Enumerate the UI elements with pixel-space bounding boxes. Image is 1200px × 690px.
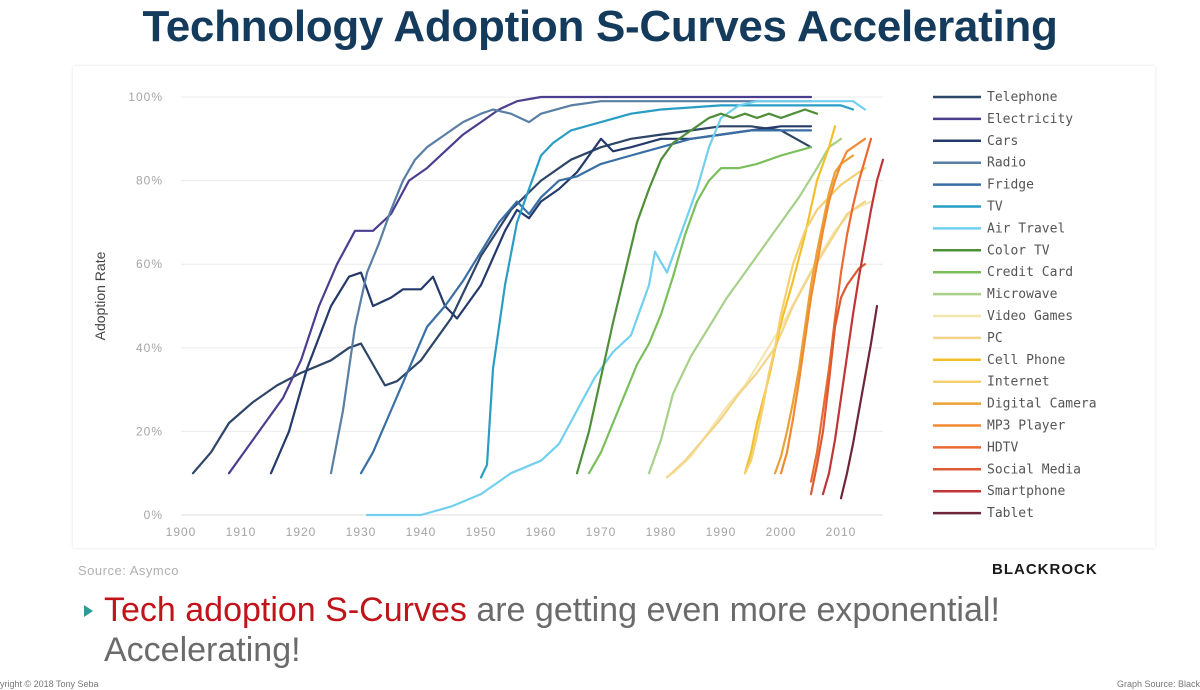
slide-title: Technology Adoption S-Curves Acceleratin… xyxy=(142,2,1058,51)
series-line-microwave xyxy=(647,137,843,475)
series-lines xyxy=(191,95,885,517)
subtitle-rest: are getting even more exponential! Accel… xyxy=(104,591,1000,669)
legend-label: Cars xyxy=(987,134,1018,149)
graph-source-note: Graph Source: Black xyxy=(1116,679,1200,689)
series-line-hdtv xyxy=(809,137,873,483)
series-line-credit-card xyxy=(587,146,813,475)
series-line-color-tv xyxy=(575,108,819,475)
slide-subtitle: Tech adoption S-Curves are getting even … xyxy=(104,590,1164,670)
legend-label: Credit Card xyxy=(987,265,1073,280)
series-line-internet xyxy=(743,167,867,475)
x-tick-label: 1910 xyxy=(226,525,257,539)
y-tick-label: 80% xyxy=(136,174,163,188)
legend-label: Microwave xyxy=(987,287,1058,302)
series-line-radio xyxy=(329,100,813,475)
series-line-tablet xyxy=(839,304,879,500)
grid-lines xyxy=(181,96,883,516)
bullet-triangle-icon xyxy=(84,605,93,617)
y-axis-ticks: 0% 20% 40% 60% 80% 100% xyxy=(128,90,163,522)
legend-label: TV xyxy=(987,200,1003,215)
legend-label: MP3 Player xyxy=(987,419,1065,434)
series-line-telephone xyxy=(191,125,813,475)
y-tick-label: 20% xyxy=(136,424,163,438)
x-tick-label: 1960 xyxy=(526,525,557,539)
y-axis-label: Adoption Rate xyxy=(92,251,108,340)
legend-label: Digital Camera xyxy=(987,397,1097,412)
x-axis-ticks: 1900 1910 1920 1930 1940 1950 1960 1970 1980 1990… xyxy=(166,525,857,539)
x-tick-label: 2000 xyxy=(766,525,797,539)
legend-label: Fridge xyxy=(987,178,1034,193)
chart-card: 0% 20% 40% 60% 80% 100% 1900 1910 1920 1930 1940 1… xyxy=(73,66,1155,548)
y-tick-label: 60% xyxy=(136,257,163,271)
x-tick-label: 1900 xyxy=(166,525,197,539)
x-tick-label: 1940 xyxy=(406,525,437,539)
series-line-cars xyxy=(269,125,813,475)
series-line-fridge xyxy=(359,129,813,475)
legend-label: Color TV xyxy=(987,243,1050,258)
legend-label: Social Media xyxy=(987,462,1081,477)
legend-label: Radio xyxy=(987,156,1026,171)
x-tick-label: 1920 xyxy=(286,525,317,539)
legend-label: HDTV xyxy=(987,440,1018,455)
series-line-smartphone xyxy=(821,158,885,496)
blackrock-logo: BLACKROCK xyxy=(992,561,1098,578)
legend-label: Smartphone xyxy=(987,484,1065,499)
legend-label: Air Travel xyxy=(987,221,1065,236)
series-line-digital-camera xyxy=(773,154,855,475)
copyright-note: yright © 2018 Tony Seba xyxy=(0,679,99,689)
y-tick-label: 40% xyxy=(136,341,163,355)
x-tick-label: 1980 xyxy=(646,525,677,539)
y-tick-label: 100% xyxy=(128,90,163,104)
x-tick-label: 1990 xyxy=(706,525,737,539)
x-tick-label: 2010 xyxy=(826,525,857,539)
legend-label: Video Games xyxy=(987,309,1073,324)
x-tick-label: 1930 xyxy=(346,525,377,539)
series-line-mp3-player xyxy=(779,137,867,475)
legend-label: Telephone xyxy=(987,90,1058,105)
series-line-tv xyxy=(479,104,855,479)
legend-label: Electricity xyxy=(987,112,1073,127)
legend-label: Cell Phone xyxy=(987,353,1065,368)
series-line-air-travel xyxy=(365,100,867,517)
y-tick-label: 0% xyxy=(144,508,163,522)
subtitle-highlight: Tech adoption S-Curves xyxy=(104,591,467,629)
chart-source: Source: Asymco xyxy=(78,563,179,578)
series-line-cell-phone xyxy=(743,125,837,475)
adoption-chart: 0%20%40%60%80%100% 1900 1910 1920 1930 1940 1… xyxy=(92,90,1097,539)
series-line-electricity xyxy=(227,95,813,475)
legend-label: Tablet xyxy=(987,506,1034,521)
x-tick-label: 1950 xyxy=(466,525,497,539)
x-tick-label: 1970 xyxy=(586,525,617,539)
legend: Telephone Electricity Cars Radio Fridge TV Air… xyxy=(933,90,1097,521)
legend-label: PC xyxy=(987,331,1003,346)
series-line-pc xyxy=(665,200,867,479)
legend-label: Internet xyxy=(987,375,1050,390)
series-line-social-media xyxy=(809,263,867,496)
